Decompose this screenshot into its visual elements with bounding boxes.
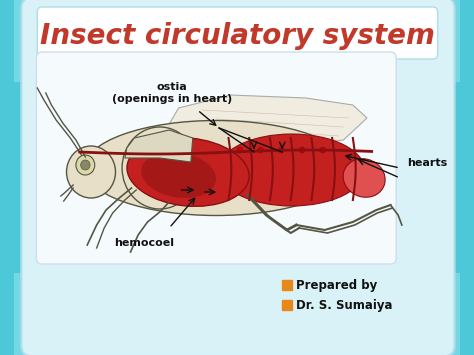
FancyBboxPatch shape	[398, 273, 474, 355]
Circle shape	[278, 147, 284, 153]
FancyBboxPatch shape	[0, 0, 77, 82]
Circle shape	[81, 160, 90, 170]
Circle shape	[299, 147, 305, 153]
FancyBboxPatch shape	[21, 0, 455, 355]
Circle shape	[237, 147, 243, 153]
Ellipse shape	[219, 134, 365, 206]
Text: Dr. S. Sumaiya: Dr. S. Sumaiya	[296, 299, 393, 311]
Circle shape	[320, 147, 326, 153]
Ellipse shape	[122, 127, 198, 209]
Circle shape	[76, 155, 95, 175]
Text: hemocoel: hemocoel	[114, 238, 174, 248]
Ellipse shape	[343, 159, 385, 197]
Text: hearts: hearts	[408, 158, 448, 168]
Ellipse shape	[141, 152, 216, 198]
Ellipse shape	[66, 146, 116, 198]
Polygon shape	[160, 95, 367, 148]
Text: Prepared by: Prepared by	[296, 279, 378, 291]
Ellipse shape	[127, 138, 249, 206]
FancyBboxPatch shape	[36, 52, 396, 264]
Polygon shape	[125, 130, 193, 162]
Text: ostia
(openings in heart): ostia (openings in heart)	[112, 82, 232, 104]
Ellipse shape	[84, 120, 348, 215]
Text: Insect circulatory system: Insect circulatory system	[39, 22, 435, 50]
FancyBboxPatch shape	[398, 0, 474, 82]
FancyBboxPatch shape	[0, 273, 77, 355]
FancyBboxPatch shape	[37, 7, 438, 59]
Circle shape	[258, 147, 264, 153]
